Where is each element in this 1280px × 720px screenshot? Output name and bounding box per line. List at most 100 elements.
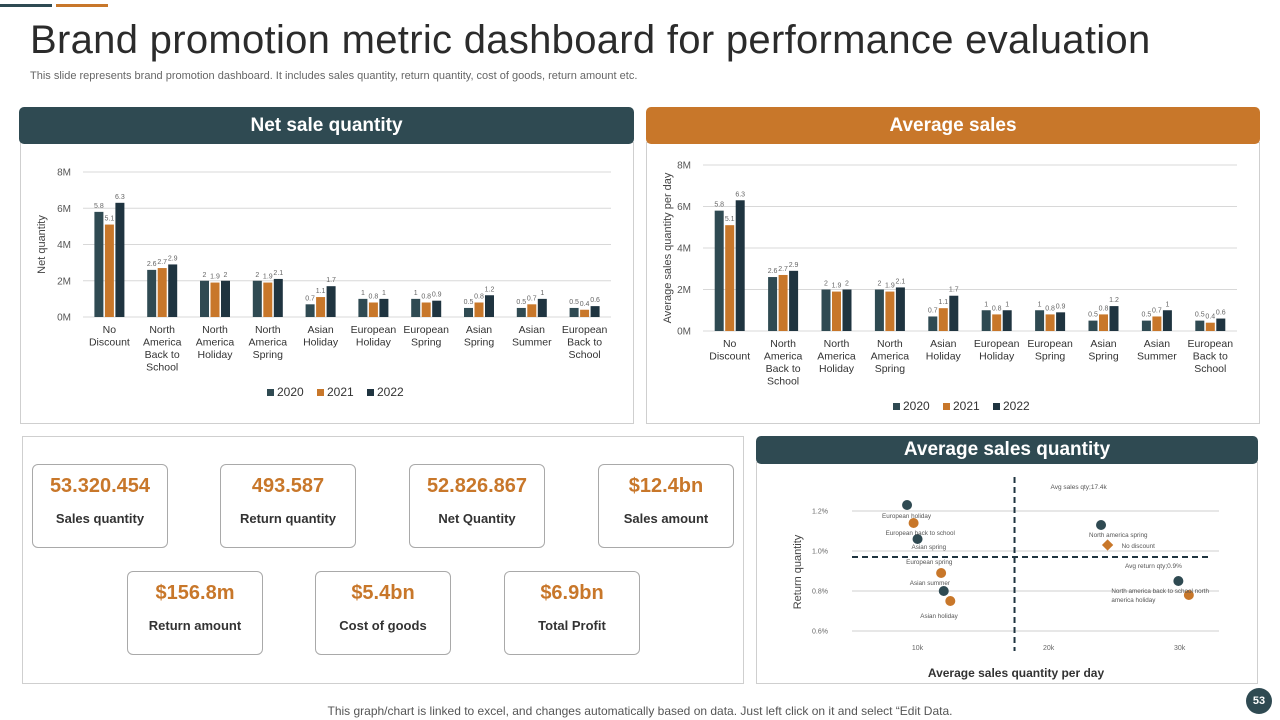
data-label: 2.9: [168, 255, 178, 262]
x-tick-label: North America Spring: [871, 338, 910, 375]
data-label: 0.8: [474, 294, 484, 301]
data-label: 2.1: [896, 278, 906, 285]
bar-2022-north-america-spring: [273, 278, 283, 317]
point-european-spring: [936, 568, 947, 578]
data-label: 0.8: [1045, 305, 1055, 312]
x-tick-label: Asian Holiday: [926, 338, 962, 363]
bar-2021-european-spring: [421, 302, 431, 317]
y-axis-label: Return quantity: [792, 534, 804, 609]
avg-sales-header: Average sales: [646, 107, 1260, 144]
data-label: 1.9: [885, 283, 895, 290]
data-label: 1.7: [949, 287, 959, 294]
bar-2022-north-america-holiday: [842, 289, 852, 331]
bar-2022-european-spring: [1056, 312, 1066, 331]
data-label: 1.9: [832, 283, 842, 290]
y-tick-label: 0M: [57, 313, 71, 324]
bar-2020-asian-summer: [1141, 320, 1151, 331]
legend-swatch-2020: [893, 403, 900, 410]
data-label: 0.5: [464, 299, 474, 306]
x-tick-label: North America Spring: [249, 324, 288, 361]
bar-2020-north-america-spring: [874, 289, 884, 331]
data-label: 1: [1165, 301, 1169, 308]
data-label: 1.7: [326, 277, 336, 284]
data-label: 6.3: [735, 191, 745, 198]
data-label: 0.8: [421, 294, 431, 301]
y-tick-label: 8M: [677, 161, 691, 172]
y-tick-label: 2M: [677, 285, 691, 296]
kpi-cost-of-goods: $5.4bn Cost of goods: [315, 571, 451, 655]
x-tick-label: 20k: [1043, 645, 1055, 652]
data-label: 0.6: [1216, 310, 1226, 317]
point-label-north-america-holiday: america holiday: [1111, 597, 1156, 604]
point-label-asian-spring: Asian spring: [912, 544, 947, 551]
y-tick-label: 1.2%: [812, 509, 828, 516]
data-label: 2: [203, 272, 207, 279]
bar-2020-european-back-to-school: [569, 307, 579, 317]
legend-label-2021: 2021: [953, 399, 980, 413]
bar-2020-asian-holiday: [928, 316, 938, 331]
x-tick-label: No Discount: [89, 324, 130, 349]
bar-2022-european-back-to-school: [590, 306, 600, 317]
kpi-sales-amount: $12.4bn Sales amount: [598, 464, 734, 548]
data-label: 1.2: [485, 286, 495, 293]
bar-2021-asian-holiday: [938, 308, 948, 331]
kpi-value: 53.320.454: [49, 475, 151, 497]
data-label: 2: [845, 281, 849, 288]
data-label: 0.9: [432, 292, 442, 299]
bar-2021-north-america-spring: [263, 282, 273, 317]
bar-2020-asian-spring: [1088, 320, 1098, 331]
x-tick-label: European Spring: [1027, 338, 1073, 363]
bar-2021-european-back-to-school: [1205, 322, 1215, 331]
x-tick-label: North America Back to School: [143, 324, 182, 374]
bar-2020-north-america-holiday: [200, 280, 209, 317]
bar-2020-asian-spring: [464, 307, 473, 317]
data-label: 1: [382, 290, 386, 297]
data-label: 0.5: [1088, 312, 1098, 319]
point-asian-spring: [912, 534, 923, 544]
data-label: 2: [255, 272, 259, 279]
data-label: 0.4: [1205, 314, 1215, 321]
legend-label-2022: 2022: [1003, 399, 1030, 413]
legend-label-2020: 2020: [903, 399, 930, 413]
data-label: 5.8: [94, 203, 104, 210]
x-tick-label: Asian Holiday: [303, 324, 339, 349]
bar-2021-asian-holiday: [316, 297, 326, 317]
bar-2022-asian-holiday: [949, 295, 959, 331]
y-axis-label: Average sales quantity per day: [662, 172, 674, 323]
point-label-north-america-spring: North america spring: [1089, 532, 1148, 539]
y-tick-label: 6M: [677, 202, 691, 213]
bar-2020-european-back-to-school: [1195, 320, 1205, 331]
legend-label-2021: 2021: [327, 385, 354, 399]
y-axis-label: Net quantity: [36, 215, 48, 274]
bar-2021-european-spring: [1045, 314, 1055, 331]
y-tick-label: 0.6%: [812, 629, 828, 636]
net-sale-panel: 0M 2M 4M 6M 8M Net quantity 5.8 5.1 6.3 No Discoun…: [20, 142, 634, 424]
data-label: 1.9: [210, 274, 220, 281]
bar-2020-european-holiday: [358, 298, 368, 317]
data-label: 2.7: [778, 266, 788, 273]
data-label: 2.9: [789, 262, 799, 269]
point-asian-holiday: [945, 596, 956, 606]
page-number: 53: [1246, 688, 1272, 714]
data-label: 1: [1038, 301, 1042, 308]
bar-2021-european-back-to-school: [580, 309, 590, 317]
x-tick-label: No Discount: [709, 338, 750, 363]
point-label-asian-holiday: Asian holiday: [920, 613, 958, 620]
bar-2020-european-holiday: [981, 310, 991, 331]
avg-sales-qty-panel: 0.6% 0.8% 1.0% 1.2% 10k 20k 30k Avg sales qty;1…: [756, 462, 1258, 684]
bar-2021-asian-summer: [527, 304, 537, 317]
data-label: 1: [1005, 301, 1009, 308]
data-label: 5.1: [725, 216, 735, 223]
point-north-america-holiday: [1183, 590, 1194, 600]
data-label: 2: [877, 281, 881, 288]
kpi-sales-quantity: 53.320.454 Sales quantity: [32, 464, 168, 548]
bar-2021-asian-spring: [474, 302, 484, 317]
kpi-value: $6.9bn: [540, 582, 604, 604]
legend-swatch-2021: [943, 403, 950, 410]
point-european-back-to-school: [908, 518, 919, 528]
x-tick-label: 10k: [912, 645, 924, 652]
data-label: 6.3: [115, 194, 125, 201]
avg-sales-qty-header: Average sales quantity: [756, 436, 1258, 464]
avg-sales-ref-label: Avg sales qty;17.4k: [1051, 484, 1108, 491]
point-north-america-back-to-school: [1173, 576, 1184, 586]
